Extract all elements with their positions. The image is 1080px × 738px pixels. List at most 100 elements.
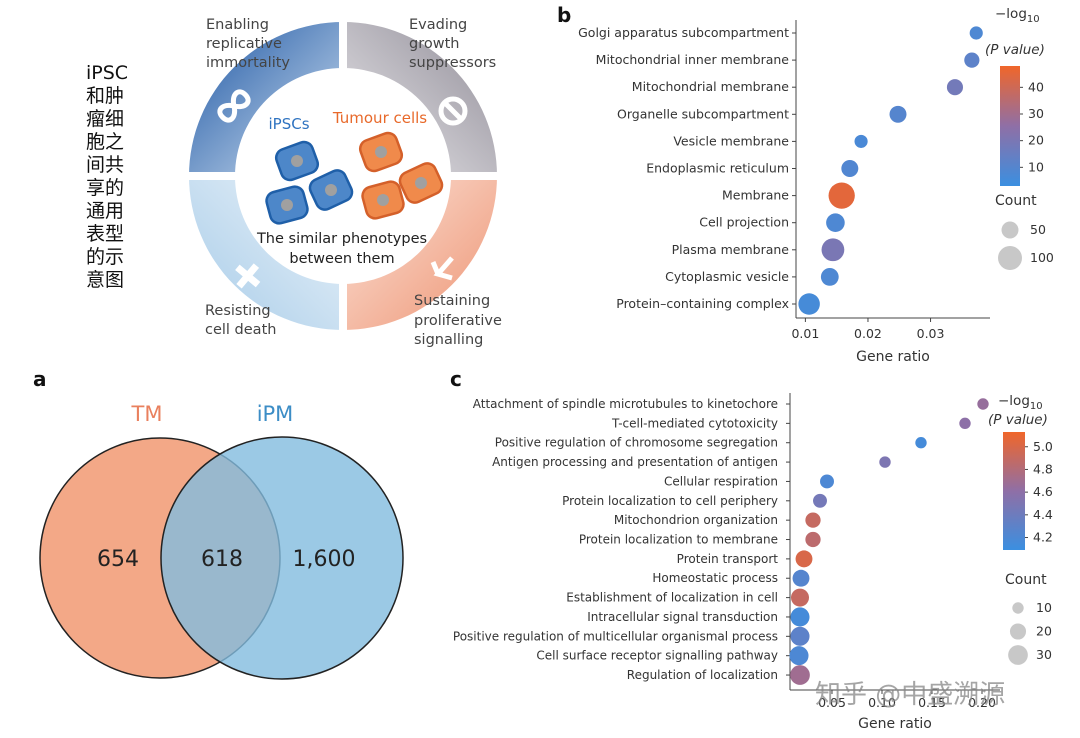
quadrant-text: growth: [409, 36, 459, 52]
dot: [821, 238, 845, 262]
colorbar: [1000, 66, 1020, 186]
ring-segment: [343, 22, 497, 176]
size-legend-label: 10: [1036, 600, 1052, 615]
nucleus: [325, 184, 337, 196]
size-legend-dot: [1008, 645, 1028, 665]
category-label: Establishment of localization in cell: [566, 591, 778, 605]
quadrant-text: Evading: [409, 17, 467, 33]
quadrant-text: signalling: [414, 332, 483, 348]
size-legend-label: 30: [1036, 647, 1052, 662]
count: 1,600: [293, 547, 356, 572]
dot: [969, 26, 983, 40]
nucleus: [377, 194, 389, 206]
arrow-icon: [430, 256, 454, 281]
category-label: Protein localization to membrane: [579, 533, 778, 547]
dot: [795, 550, 813, 568]
category-label: Protein transport: [677, 552, 779, 566]
ipsc-label: iPSCs: [268, 115, 309, 133]
colorbar-title-part: −log: [998, 393, 1030, 409]
x-axis-title: Gene ratio: [858, 716, 932, 732]
ring-segment: [189, 176, 343, 330]
dot: [820, 268, 839, 286]
category-label: Intracellular signal transduction: [587, 610, 778, 624]
colorbar-title-part: −log: [995, 6, 1027, 22]
set-label: TM: [131, 402, 163, 426]
colorbar-tick-label: 4.6: [1033, 484, 1053, 499]
x-tick-label: 0.02: [854, 326, 882, 341]
category-label: Cytoplasmic vesicle: [665, 269, 789, 284]
category-label: Protein–containing complex: [616, 296, 789, 311]
nucleus: [291, 155, 303, 167]
size-legend-dot: [998, 246, 1022, 270]
category-label: Mitochondrion organization: [614, 513, 778, 527]
size-legend-title: Count: [995, 193, 1037, 209]
category-label: Homeostatic process: [652, 571, 778, 585]
infinity-icon: [217, 89, 251, 123]
venn: a TM iPM 654 618 1,600: [33, 367, 404, 680]
panel-label: b: [557, 3, 571, 27]
colorbar-tick-label: 4.4: [1033, 507, 1053, 522]
tumour-label: Tumour cells: [332, 109, 427, 127]
quadrant-text: suppressors: [409, 55, 496, 71]
x-tick-label: 0.01: [791, 326, 819, 341]
colorbar-tick-label: 40: [1028, 79, 1044, 94]
category-label: Protein localization to cell periphery: [562, 494, 778, 508]
category-label: Organelle subcompartment: [617, 106, 789, 121]
ring-segment: [343, 176, 497, 330]
size-legend-title: Count: [1005, 572, 1047, 588]
x-tick-label: 0.15: [918, 695, 946, 710]
category-label: Antigen processing and presentation of a…: [492, 455, 778, 469]
colorbar-title-tail: (P value): [985, 42, 1045, 58]
category-label: Vesicle membrane: [673, 133, 789, 148]
panel-label: a: [33, 367, 47, 391]
size-legend-dot: [1001, 221, 1019, 239]
size-legend-dot: [1012, 602, 1024, 614]
nuclei: [281, 146, 427, 211]
dot: [791, 588, 809, 607]
x-tick-label: 0.05: [818, 695, 846, 710]
category-label: Positive regulation of multicellular org…: [453, 629, 778, 643]
quadrant-text: Enabling: [206, 17, 269, 33]
diagram: iPSCs Tumour cells The similar phenotype…: [185, 17, 502, 348]
category-label: Regulation of localization: [627, 668, 778, 682]
watermark: 知乎 @中盛溯源: [815, 680, 1005, 710]
no-icon: [443, 101, 463, 121]
x-tick-label: 0.20: [968, 695, 996, 710]
category-label: Mitochondrial membrane: [632, 79, 790, 94]
dot: [959, 417, 971, 430]
dot: [792, 569, 810, 587]
colorbar-tick-label: 30: [1028, 106, 1044, 121]
center-text: between them: [289, 251, 394, 267]
category-label: Endoplasmic reticulum: [646, 161, 789, 176]
size-legend-dot: [1009, 623, 1027, 640]
quadrant-text: Sustaining: [414, 293, 490, 309]
set-label: iPM: [257, 402, 294, 426]
category-label: Cellular respiration: [664, 474, 778, 488]
category-label: Positive regulation of chromosome segreg…: [495, 436, 778, 450]
dot: [790, 626, 810, 646]
size-legend-label: 100: [1030, 250, 1054, 265]
x-axis-title: Gene ratio: [856, 349, 930, 365]
center-text: The similar phenotypes: [256, 231, 427, 247]
count: 618: [201, 547, 243, 572]
dot: [790, 665, 810, 685]
dot: [854, 134, 868, 148]
quadrant-text: immortality: [206, 55, 290, 71]
nucleus: [375, 146, 387, 158]
colorbar-tick-label: 10: [1028, 159, 1044, 174]
nucleus: [415, 177, 427, 189]
dot: [820, 474, 834, 489]
colorbar-tick-label: 4.2: [1033, 530, 1053, 545]
category-label: Membrane: [722, 188, 789, 203]
category-label: Cell surface receptor signalling pathway: [536, 649, 778, 663]
category-label: Plasma membrane: [672, 242, 790, 257]
dot: [828, 182, 855, 209]
size-legend-label: 20: [1036, 624, 1052, 639]
colorbar-title: −log10: [998, 393, 1043, 412]
colorbar-title-sub: 10: [1027, 14, 1040, 25]
dot: [915, 437, 927, 449]
dot: [826, 213, 845, 232]
ring-segment: [189, 22, 343, 176]
